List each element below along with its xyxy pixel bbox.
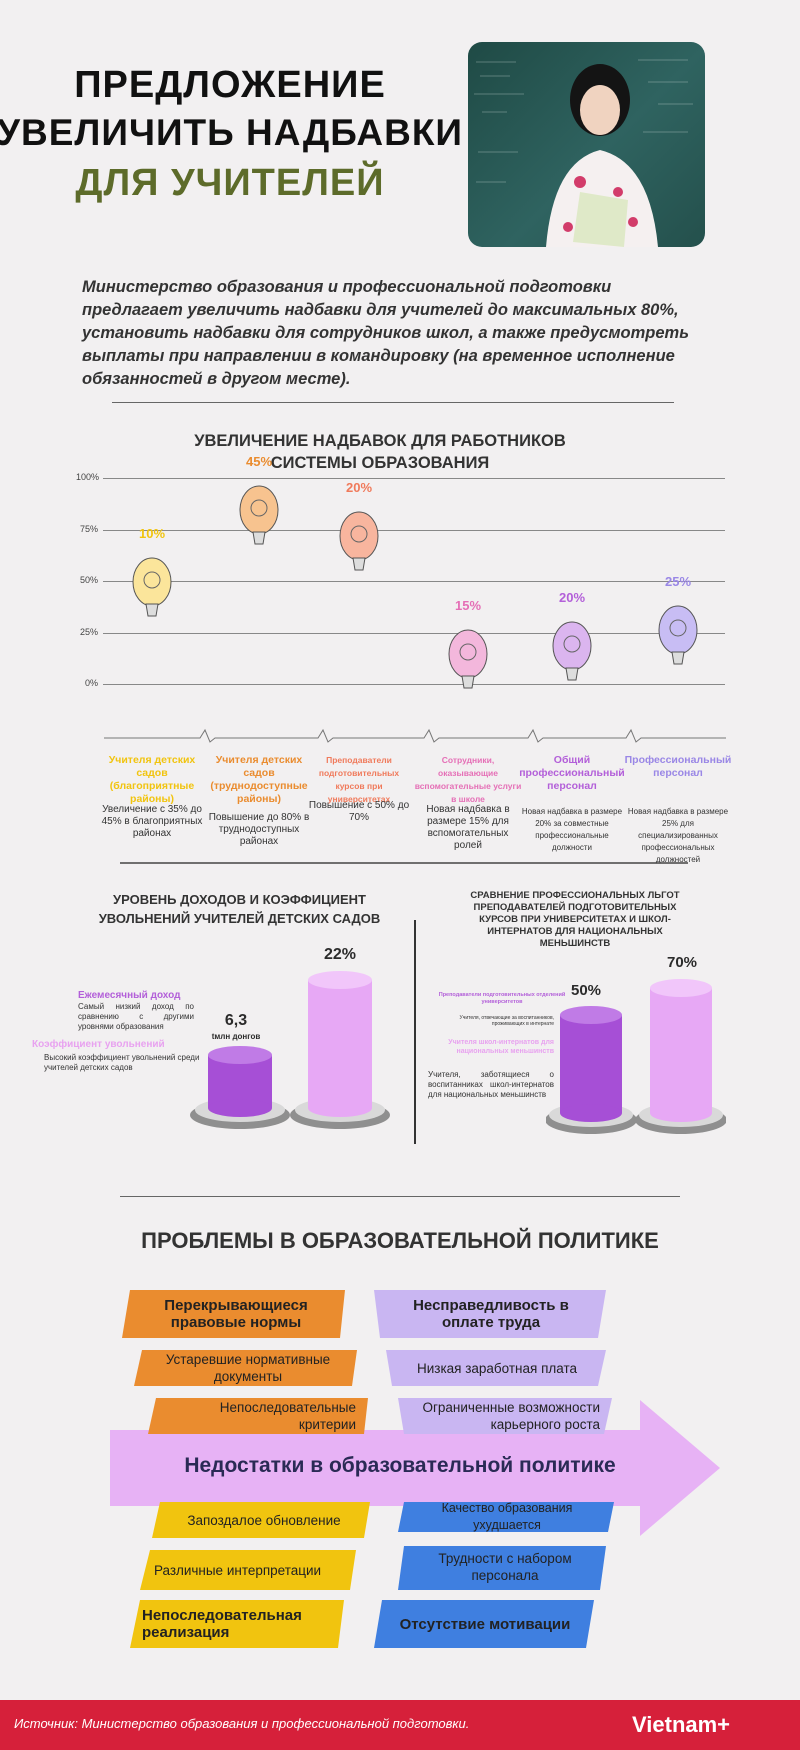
divider bbox=[112, 402, 674, 403]
problem-quality-decline: Качество образования ухудшается bbox=[441, 1501, 573, 1532]
gridline bbox=[103, 684, 725, 685]
title-line-3: ДЛЯ УЧИТЕЛЕЙ bbox=[75, 162, 385, 204]
balloon-marks bbox=[104, 485, 726, 864]
vietnamplus-logo: Vietnam+ bbox=[632, 1712, 731, 1737]
gridline bbox=[103, 581, 725, 582]
problem-low-salary: Низкая заработная плата bbox=[416, 1360, 578, 1376]
y-tick-label: 75% bbox=[79, 523, 98, 534]
balloon-bar bbox=[339, 511, 379, 571]
value-label: 15% bbox=[454, 598, 482, 613]
balloon-bar bbox=[658, 605, 698, 665]
balloon-bar bbox=[239, 485, 279, 545]
title-line-2: УВЕЛИЧИТЬ НАДБАВКИ bbox=[0, 112, 463, 153]
category-label: Учителя детских садов (благоприятные рай… bbox=[108, 754, 196, 805]
income-title: УРОВЕНЬ ДОХОДОВ И КОЭФФИЦИЕНТ УВОЛЬНЕНИЙ… bbox=[98, 892, 381, 926]
balloon-bar bbox=[552, 621, 592, 681]
problem-no-motivation: Отсутствие мотивации bbox=[399, 1615, 571, 1633]
category-description: Новая надбавка в размере 15% для вспомог… bbox=[426, 804, 510, 851]
problem-different-interpretations: Различные интерпретации bbox=[154, 1562, 322, 1578]
value-label: 45% bbox=[245, 454, 273, 469]
category-description: Повышение с 50% до 70% bbox=[308, 800, 410, 823]
category-label: Профессиональный персонал bbox=[624, 754, 732, 779]
income-unit: tмлн донгов bbox=[211, 1032, 261, 1041]
problem-late-update: Запоздалое обновление bbox=[187, 1512, 341, 1528]
monthly-income-desc: Самый низкий доход по сравнению с другим… bbox=[78, 1002, 194, 1031]
income-cylinders bbox=[190, 971, 390, 1129]
benefit-value-2: 70% bbox=[666, 954, 698, 971]
problem-limited-career: Ограниченные возможности карьерного рост… bbox=[422, 1400, 600, 1432]
category-description: Новая надбавка в размере 20% за совместн… bbox=[521, 807, 623, 852]
value-label: 20% bbox=[558, 590, 586, 605]
intro-text: Министерство образования и профессиональ… bbox=[82, 278, 690, 388]
monthly-income-label: Ежемесячный доход bbox=[78, 990, 181, 1001]
category-label: Общий профессиональный персонал bbox=[519, 754, 625, 792]
category-description: Новая надбавка в размере 25% для специал… bbox=[627, 807, 729, 864]
benefits-title: СРАВНЕНИЕ ПРОФЕССИОНАЛЬНЫХ ЛЬГОТ ПРЕПОДА… bbox=[470, 890, 680, 949]
category-label: Учителя детских садов (труднодоступные р… bbox=[210, 754, 308, 805]
y-tick-label: 50% bbox=[79, 575, 98, 585]
benefit-label-2-desc: Учителя, заботящиеся о воспитанниках шко… bbox=[428, 1070, 554, 1099]
gridline bbox=[103, 478, 725, 479]
value-label: 20% bbox=[345, 480, 373, 495]
source-text: Источник: Министерство образования и про… bbox=[14, 1716, 470, 1731]
benefit-label-1-sub: Учителя, отвечающие за воспитанников, пр… bbox=[459, 1015, 554, 1027]
category-description: Повышение до 80% в труднодоступных район… bbox=[208, 812, 310, 847]
y-tick-label: 25% bbox=[79, 626, 98, 637]
turnover-desc: Высокий коэффициент увольнений среди учи… bbox=[44, 1053, 200, 1072]
balloon-bar bbox=[448, 629, 488, 689]
problem-recruitment: Трудности с набором персонала bbox=[438, 1551, 572, 1583]
y-tick-label: 0% bbox=[84, 678, 98, 688]
chart-title: УВЕЛИЧЕНИЕ НАДБАВОК ДЛЯ РАБОТНИКОВ СИСТЕ… bbox=[194, 432, 566, 472]
policy-arrow-label: Недостатки в образовательной политике bbox=[184, 1454, 616, 1477]
value-label: 10% bbox=[138, 526, 166, 541]
category-label: Сотрудники, оказывающие вспомогательные … bbox=[414, 755, 522, 804]
problem-inconsistent-criteria: Непоследовательные критерии bbox=[219, 1400, 356, 1432]
category-description: Увеличение с 35% до 45% в благоприятных … bbox=[101, 804, 203, 839]
value-label: 25% bbox=[664, 574, 692, 589]
title-line-1: ПРЕДЛОЖЕНИЕ bbox=[74, 64, 386, 106]
divider bbox=[120, 1196, 680, 1197]
gridline bbox=[103, 529, 725, 531]
problem-legal-overlap: Перекрывающиеся правовые нормы bbox=[164, 1297, 308, 1331]
category-label: Преподаватели подготовительных курсов пр… bbox=[318, 755, 400, 804]
problem-outdated-docs: Устаревшие нормативные документы bbox=[165, 1352, 331, 1384]
turnover-label: Коэффициент увольнений bbox=[32, 1039, 165, 1050]
benefit-label-1: Преподаватели подготовительных отделений… bbox=[438, 992, 566, 1005]
benefit-cylinders bbox=[546, 979, 726, 1134]
benefit-value-1: 50% bbox=[570, 982, 602, 999]
turnover-value: 22% bbox=[323, 946, 357, 963]
income-value: 6,3 bbox=[224, 1012, 248, 1029]
benefit-label-2: Учителя школ-интернатов для национальных… bbox=[448, 1039, 554, 1055]
problems-title: ПРОБЛЕМЫ В ОБРАЗОВАТЕЛЬНОЙ ПОЛИТИКЕ bbox=[141, 1228, 659, 1253]
problem-unfair-pay: Несправедливость в оплате труда bbox=[413, 1297, 569, 1331]
vertical-divider bbox=[414, 920, 416, 1144]
teacher-photo bbox=[468, 42, 705, 247]
gridline bbox=[103, 632, 725, 634]
balloon-bar bbox=[132, 557, 172, 617]
footer: Источник: Министерство образования и про… bbox=[0, 1700, 800, 1750]
problem-inconsistent-implementation: Непоследовательная реализация bbox=[142, 1607, 302, 1641]
y-tick-label: 100% bbox=[76, 472, 100, 482]
